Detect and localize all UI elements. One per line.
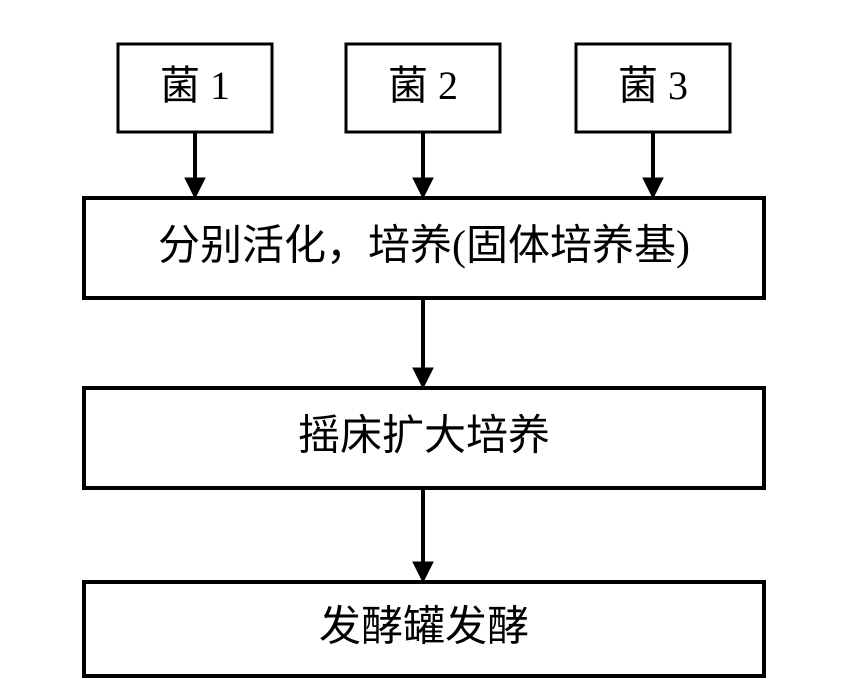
flow-arrow-head: [185, 178, 205, 198]
flow-node-shaker: 摇床扩大培养: [84, 388, 764, 488]
flow-node-bac3: 菌 3: [576, 44, 730, 132]
flow-node-label: 菌 2: [388, 63, 458, 108]
flow-node-bac2: 菌 2: [346, 44, 500, 132]
flow-node-ferment: 发酵罐发酵: [84, 582, 764, 676]
flow-arrow-head: [413, 178, 433, 198]
flow-node-label: 分别活化，培养(固体培养基): [158, 223, 690, 270]
flow-node-label: 摇床扩大培养: [298, 413, 550, 460]
flow-node-label: 发酵罐发酵: [319, 605, 529, 651]
flow-node-label: 菌 1: [160, 63, 230, 108]
flow-arrow-head: [643, 178, 663, 198]
flow-node-bac1: 菌 1: [118, 44, 272, 132]
flow-node-label: 菌 3: [618, 63, 688, 108]
flow-arrow-head: [413, 562, 433, 582]
flow-arrow-head: [413, 368, 433, 388]
flow-node-activate: 分别活化，培养(固体培养基): [84, 198, 764, 298]
